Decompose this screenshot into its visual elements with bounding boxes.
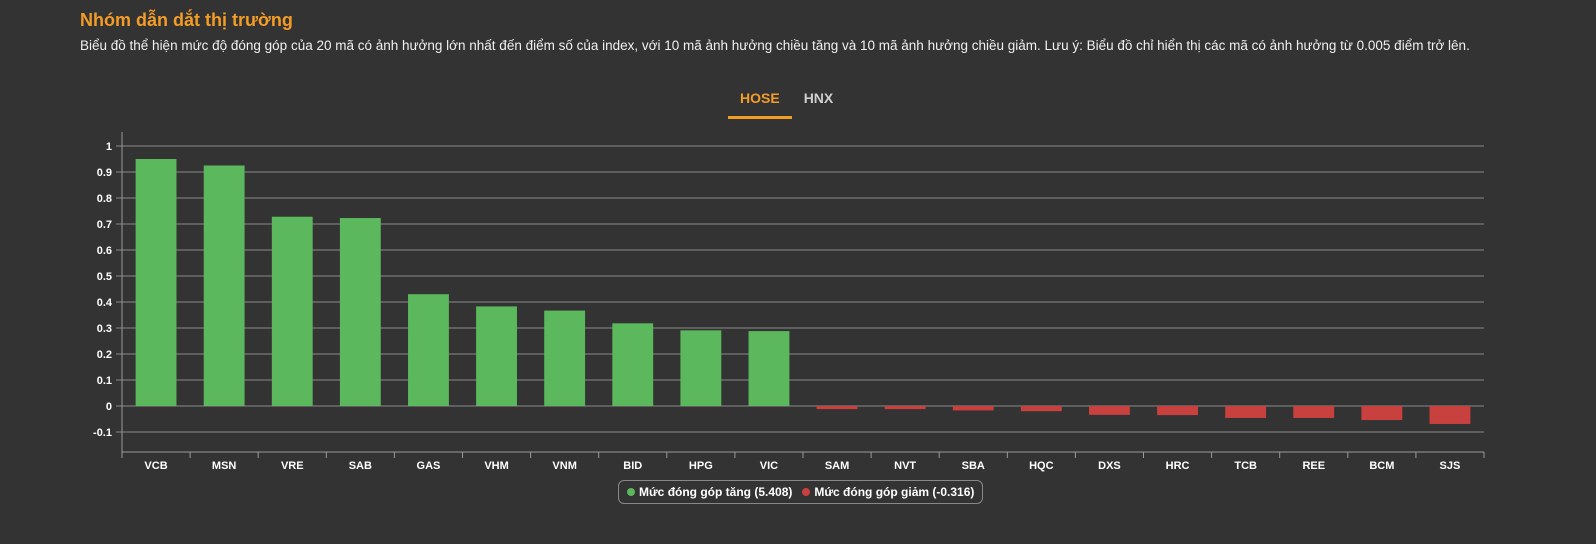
exchange-tabs: HOSE HNX [728, 88, 845, 119]
y-tick-label: 0.1 [97, 375, 112, 387]
x-tick-label: DXS [1098, 460, 1121, 472]
x-tick-label: BID [623, 460, 642, 472]
bar-chart: 1 0.9 0.8 0.7 0.6 0.5 0.4 0.3 0.2 0.1 0 -0.1 VCB MSN V… [93, 132, 1485, 472]
bar-sba [952, 406, 994, 411]
y-tick-label: 0.9 [97, 167, 112, 179]
negative-dot-icon [802, 488, 811, 496]
chart-description: Biểu đồ thể hiện mức độ đóng góp của 20 … [80, 38, 1470, 53]
bar-gas [408, 294, 449, 406]
bar-vcb [135, 159, 177, 406]
y-tick-label: -0.1 [93, 427, 112, 439]
x-tick-label: SBA [962, 460, 985, 472]
chart-title: Nhóm dẫn dắt thị trường [80, 10, 293, 30]
x-tick-label: HRC [1166, 460, 1190, 472]
x-tick-label: BCM [1369, 460, 1394, 472]
legend-item-positive[interactable]: Mức đóng góp tăng (5.408) [627, 485, 792, 499]
legend-label-negative: Mức đóng góp giảm (-0.316) [814, 485, 975, 499]
bar-nvt [884, 406, 926, 410]
x-tick-label: MSN [212, 460, 237, 472]
y-tick-label: 0.3 [97, 323, 112, 335]
x-tick-label: GAS [417, 460, 441, 472]
positive-dot-icon [627, 488, 635, 496]
bar-msn [203, 165, 245, 406]
x-tick-label: VRE [281, 460, 304, 472]
bar-bcm [1361, 406, 1403, 421]
bar-bid [612, 323, 654, 406]
bar-dxs [1089, 406, 1130, 415]
x-tick-label: VCB [144, 460, 167, 472]
x-tick-label: HQC [1029, 460, 1054, 472]
bar-sam [816, 406, 858, 410]
y-tick-label: 0.5 [97, 271, 112, 283]
x-tick-label: SJS [1440, 460, 1461, 472]
x-tick-label: REE [1302, 460, 1325, 472]
x-tick-label: VNM [552, 460, 576, 472]
y-tick-label: 0.8 [97, 193, 112, 205]
bar-hqc [1020, 406, 1062, 412]
tab-hose[interactable]: HOSE [728, 88, 792, 119]
bar-sjs [1429, 406, 1471, 424]
x-tick-label: SAM [825, 460, 849, 472]
bar-hpg [680, 330, 722, 406]
legend-label-positive: Mức đóng góp tăng (5.408) [639, 485, 793, 499]
bar-vic [748, 331, 790, 406]
x-tick-label: VHM [484, 460, 508, 472]
y-tick-label: 0.2 [97, 349, 112, 361]
x-tick-label: VIC [760, 460, 778, 472]
bar-vnm [544, 310, 586, 406]
bar-ree [1293, 406, 1335, 418]
y-tick-label: 0.7 [97, 219, 112, 231]
x-tick-label: SAB [349, 460, 372, 472]
bar-hrc [1157, 406, 1198, 416]
x-tick-label: HPG [689, 460, 713, 472]
bar-tcb [1225, 406, 1267, 418]
legend-item-negative[interactable]: Mức đóng góp giảm (-0.316) [802, 485, 974, 499]
y-tick-label: 0.4 [97, 297, 113, 309]
x-tick-label: TCB [1234, 460, 1257, 472]
y-tick-label: 0.6 [97, 245, 112, 257]
bar-sab [339, 218, 381, 406]
x-tick-label: NVT [894, 460, 916, 472]
tab-hnx[interactable]: HNX [803, 90, 834, 106]
bar-vhm [476, 306, 517, 406]
bar-vre [271, 216, 313, 406]
chart-legend: Mức đóng góp tăng (5.408) Mức đóng góp g… [618, 480, 984, 504]
y-tick-label: 0 [106, 401, 112, 413]
y-tick-label: 1 [106, 141, 112, 153]
